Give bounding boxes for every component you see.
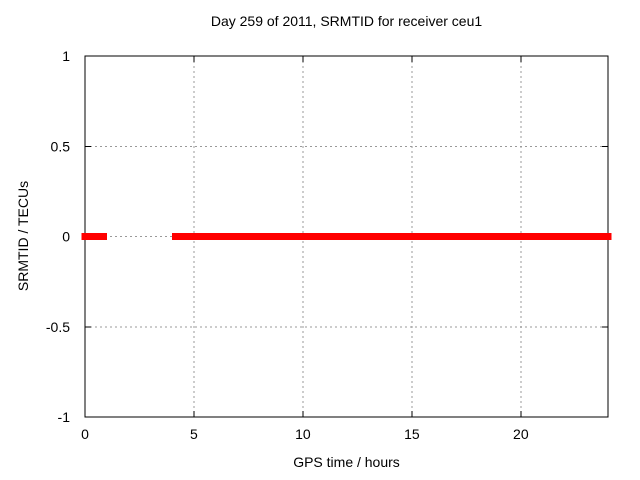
x-tick-label: 10	[295, 426, 311, 442]
y-tick-label: -1	[58, 409, 71, 425]
y-tick-label: 0.5	[51, 138, 71, 154]
x-tick-label: 15	[404, 426, 420, 442]
y-tick-label: -0.5	[46, 319, 70, 335]
x-tick-label: 5	[190, 426, 198, 442]
x-tick-label: 0	[81, 426, 89, 442]
y-tick-label: 1	[62, 48, 70, 64]
y-tick-label: 0	[62, 229, 70, 245]
chart-title: Day 259 of 2011, SRMTID for receiver ceu…	[210, 13, 483, 29]
x-axis-label: GPS time / hours	[293, 454, 400, 470]
x-tick-label: 20	[513, 426, 529, 442]
